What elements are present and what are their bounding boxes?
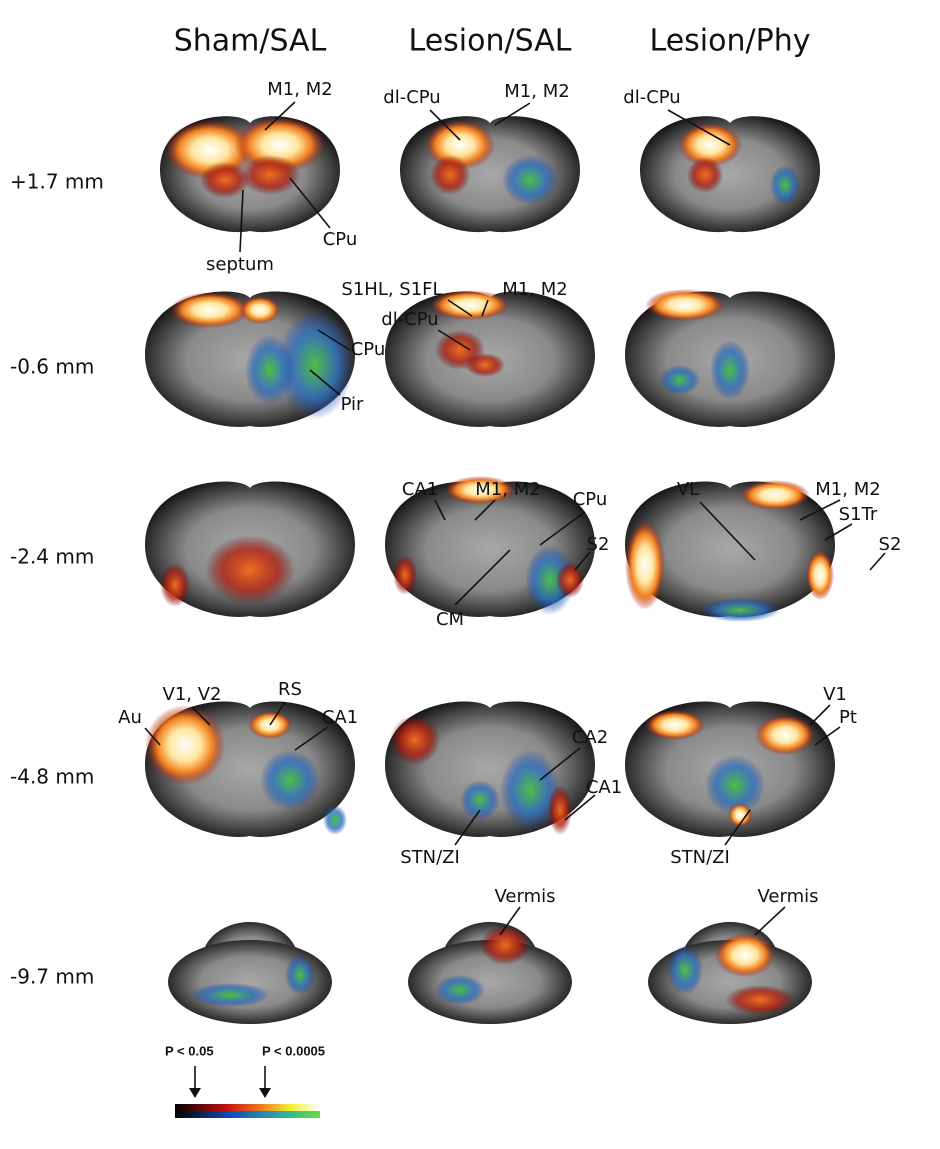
region-label: dl-CPu [623, 87, 680, 108]
activation [660, 365, 700, 395]
activation [145, 705, 225, 785]
region-label: M1, M2 [475, 479, 540, 500]
pointer-line [810, 705, 830, 725]
region-label: CA1 [586, 777, 622, 798]
pointer-line [755, 907, 785, 935]
region-label: STN/ZI [400, 847, 460, 868]
region-label: dl-CPu [381, 309, 438, 330]
activation [435, 975, 485, 1005]
activation [725, 985, 795, 1015]
region-label: CM [436, 609, 464, 630]
region-label: dl-CPu [383, 87, 440, 108]
activation [460, 780, 500, 820]
region-label: M1, M2 [502, 279, 567, 300]
activation [285, 955, 315, 995]
brain-slice [145, 481, 355, 617]
legend: P < 0.05 P < 0.0005 [165, 1043, 325, 1118]
activation [480, 925, 530, 965]
activation [323, 805, 347, 835]
activation [770, 165, 800, 205]
region-label: S2 [879, 534, 902, 555]
column-header: Sham/SAL [174, 24, 327, 59]
colorbar-hot [175, 1104, 320, 1111]
column-header: Lesion/Phy [650, 24, 811, 59]
region-label: Vermis [495, 886, 556, 907]
region-label: M1, M2 [815, 479, 880, 500]
activation [465, 353, 505, 377]
brain-slice [385, 701, 595, 837]
activation [645, 289, 725, 321]
region-label: M1, M2 [504, 81, 569, 102]
region-label: V1, V2 [163, 684, 222, 705]
region-label: CPu [573, 489, 608, 510]
activation [205, 535, 295, 605]
activation [755, 715, 815, 755]
activation [645, 710, 705, 740]
activation [390, 715, 440, 765]
region-label: CPu [351, 339, 386, 360]
region-label: Pir [341, 394, 364, 415]
activation [625, 520, 665, 610]
region-label: Pt [839, 707, 857, 728]
region-label: M1, M2 [267, 79, 332, 100]
activation [548, 785, 572, 835]
arrow-head [259, 1088, 271, 1098]
region-label: CA1 [402, 479, 438, 500]
region-label: S1Tr [839, 504, 878, 525]
activation [700, 598, 780, 622]
activation [160, 563, 190, 607]
brain-slice [145, 291, 355, 427]
arrow-head [189, 1088, 201, 1098]
region-label: RS [278, 679, 302, 700]
brain-slice [625, 480, 835, 622]
brain-slice [625, 701, 835, 837]
row-label: -9.7 mm [10, 965, 94, 989]
region-label: STN/ZI [670, 847, 730, 868]
region-label: S1HL, S1FL [341, 279, 442, 300]
brain-slice [625, 289, 835, 427]
activation [190, 983, 270, 1007]
activation [715, 933, 775, 977]
pointer-line [870, 553, 885, 570]
activation [667, 945, 703, 995]
activation [710, 340, 750, 400]
figure: Sham/SAL Lesion/SAL Lesion/Phy +1.7 mm -0.6 … [0, 0, 940, 1149]
activation [687, 157, 723, 193]
activation [502, 155, 558, 205]
activation [240, 296, 280, 324]
region-label: CPu [323, 229, 358, 250]
region-label: S2 [587, 534, 610, 555]
row-label: -4.8 mm [10, 765, 94, 789]
activation [740, 480, 810, 510]
brain-slice [168, 922, 332, 1024]
activation [430, 155, 470, 195]
legend-high: P < 0.0005 [262, 1043, 325, 1058]
row-label: -2.4 mm [10, 545, 94, 569]
activation [556, 562, 584, 598]
activation [260, 750, 320, 810]
region-label: VL [677, 479, 699, 500]
row-label: -0.6 mm [10, 355, 94, 379]
brain-slice [408, 922, 572, 1024]
region-label: Vermis [758, 886, 819, 907]
brain-slice [648, 922, 812, 1024]
row-label: +1.7 mm [10, 170, 104, 194]
legend-low: P < 0.05 [165, 1043, 214, 1058]
activation [245, 335, 295, 405]
brain-slice [400, 116, 580, 232]
region-label: CA1 [322, 707, 358, 728]
region-label: Au [118, 707, 142, 728]
colorbar-cool [175, 1111, 320, 1118]
activation [170, 292, 250, 328]
activation [393, 555, 417, 595]
activation [806, 550, 834, 600]
brain-slice [160, 116, 340, 232]
region-label: V1 [823, 684, 847, 705]
brain-slice [640, 116, 820, 232]
region-label: CA2 [572, 727, 608, 748]
region-label: septum [206, 254, 274, 275]
column-header: Lesion/SAL [409, 24, 572, 59]
